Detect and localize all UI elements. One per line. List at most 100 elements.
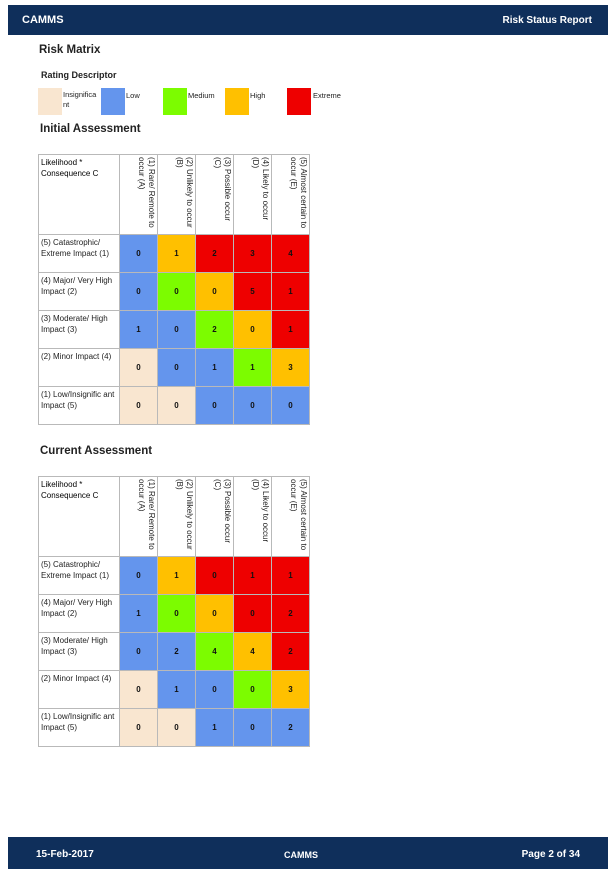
column-header: (2) Unlikely to occur (B) bbox=[157, 476, 196, 557]
row-header: (1) Low/Insignific ant Impact (5) bbox=[38, 708, 120, 747]
legend-swatch-extreme bbox=[287, 88, 311, 115]
table-row: (3) Moderate/ High Impact (3) 0 2 4 4 2 bbox=[38, 632, 310, 671]
matrix-cell: 0 bbox=[119, 632, 158, 671]
matrix-cell: 0 bbox=[233, 670, 272, 709]
matrix-cell: 3 bbox=[233, 234, 272, 273]
legend-swatch-low bbox=[101, 88, 125, 115]
matrix-cell: 0 bbox=[157, 594, 196, 633]
matrix-cell: 1 bbox=[271, 310, 310, 349]
matrix-cell: 2 bbox=[195, 234, 234, 273]
matrix-cell: 3 bbox=[271, 348, 310, 387]
table-row: (1) Low/Insignific ant Impact (5) 0 0 1 … bbox=[38, 708, 310, 747]
matrix-cell: 0 bbox=[157, 708, 196, 747]
report-title: Risk Status Report bbox=[502, 15, 592, 26]
matrix-cell: 0 bbox=[119, 556, 158, 595]
matrix-cell: 1 bbox=[233, 556, 272, 595]
row-header: (5) Catastrophic/ Extreme Impact (1) bbox=[38, 234, 120, 273]
matrix-cell: 0 bbox=[195, 556, 234, 595]
matrix-cell: 0 bbox=[233, 310, 272, 349]
row-header: (4) Major/ Very High Impact (2) bbox=[38, 272, 120, 311]
row-header: (2) Minor Impact (4) bbox=[38, 670, 120, 709]
row-header: (5) Catastrophic/ Extreme Impact (1) bbox=[38, 556, 120, 595]
matrix-cell: 0 bbox=[233, 708, 272, 747]
matrix-cell: 0 bbox=[119, 348, 158, 387]
legend-swatch-insignificant bbox=[38, 88, 62, 115]
matrix-cell: 1 bbox=[157, 670, 196, 709]
legend-label-medium: Medium bbox=[188, 91, 215, 100]
row-header: (1) Low/Insignific ant Impact (5) bbox=[38, 386, 120, 425]
table-row: (3) Moderate/ High Impact (3) 1 0 2 0 1 bbox=[38, 310, 310, 349]
matrix-cell: 2 bbox=[271, 708, 310, 747]
matrix-cell: 1 bbox=[195, 348, 234, 387]
column-header: (5) Almost certain to occur (E) bbox=[271, 154, 310, 235]
page-number: Page 2 of 34 bbox=[521, 849, 580, 860]
matrix-cell: 1 bbox=[271, 272, 310, 311]
table-row: (2) Minor Impact (4) 0 0 1 1 3 bbox=[38, 348, 310, 387]
legend-label-high: High bbox=[250, 91, 266, 100]
row-header: (3) Moderate/ High Impact (3) bbox=[38, 310, 120, 349]
matrix-cell: 0 bbox=[195, 594, 234, 633]
row-header: (2) Minor Impact (4) bbox=[38, 348, 120, 387]
legend-label-extreme: Extreme bbox=[313, 91, 341, 100]
section-title: Risk Matrix bbox=[39, 44, 101, 56]
header-brand: CAMMS bbox=[22, 14, 64, 26]
matrix-cell: 0 bbox=[157, 272, 196, 311]
matrix-cell: 1 bbox=[195, 708, 234, 747]
table-row: (4) Major/ Very High Impact (2) 1 0 0 0 … bbox=[38, 594, 310, 633]
legend-swatch-medium bbox=[163, 88, 187, 115]
report-header: CAMMS Risk Status Report bbox=[8, 5, 608, 35]
matrix-cell: 0 bbox=[157, 386, 196, 425]
table-row: (5) Catastrophic/ Extreme Impact (1) 0 1… bbox=[38, 556, 310, 595]
matrix-cell: 3 bbox=[271, 670, 310, 709]
footer-date: 15-Feb-2017 bbox=[36, 849, 94, 860]
matrix-cell: 2 bbox=[271, 632, 310, 671]
report-footer: 15-Feb-2017 CAMMS Page 2 of 34 bbox=[8, 837, 608, 869]
matrix-cell: 2 bbox=[271, 594, 310, 633]
legend-swatch-high bbox=[225, 88, 249, 115]
matrix-cell: 4 bbox=[233, 632, 272, 671]
column-header: (4) Likely to occur (D) bbox=[233, 476, 272, 557]
matrix-cell: 5 bbox=[233, 272, 272, 311]
matrix-cell: 0 bbox=[233, 594, 272, 633]
matrix-cell: 1 bbox=[233, 348, 272, 387]
current-risk-matrix: Likelihood * Consequence C (1) Rare/ Rem… bbox=[38, 476, 310, 747]
table-row: (1) Low/Insignific ant Impact (5) 0 0 0 … bbox=[38, 386, 310, 425]
column-header: (1) Rare/ Remote to occur (A) bbox=[119, 154, 158, 235]
table-row: (5) Catastrophic/ Extreme Impact (1) 0 1… bbox=[38, 234, 310, 273]
matrix-cell: 1 bbox=[157, 556, 196, 595]
matrix-cell: 0 bbox=[119, 708, 158, 747]
matrix-cell: 1 bbox=[157, 234, 196, 273]
column-header: (5) Almost certain to occur (E) bbox=[271, 476, 310, 557]
matrix-cell: 0 bbox=[119, 386, 158, 425]
matrix-cell: 0 bbox=[119, 272, 158, 311]
matrix-corner-label: Likelihood * Consequence C bbox=[38, 154, 120, 235]
matrix-corner-label: Likelihood * Consequence C bbox=[38, 476, 120, 557]
matrix-cell: 0 bbox=[271, 386, 310, 425]
current-assessment-title: Current Assessment bbox=[40, 445, 153, 457]
initial-risk-matrix: Likelihood * Consequence C (1) Rare/ Rem… bbox=[38, 154, 310, 425]
table-row: (4) Major/ Very High Impact (2) 0 0 0 5 … bbox=[38, 272, 310, 311]
row-header: (4) Major/ Very High Impact (2) bbox=[38, 594, 120, 633]
legend-label-low: Low bbox=[126, 91, 140, 100]
legend-label-insignificant: Insignifica nt bbox=[63, 90, 97, 109]
matrix-cell: 0 bbox=[157, 348, 196, 387]
column-header: (1) Rare/ Remote to occur (A) bbox=[119, 476, 158, 557]
row-header: (3) Moderate/ High Impact (3) bbox=[38, 632, 120, 671]
column-header: (3) Possible occur (C) bbox=[195, 476, 234, 557]
matrix-cell: 0 bbox=[195, 670, 234, 709]
footer-brand: CAMMS bbox=[284, 850, 318, 860]
table-row: (2) Minor Impact (4) 0 1 0 0 3 bbox=[38, 670, 310, 709]
column-header: (3) Possible occur (C) bbox=[195, 154, 234, 235]
matrix-cell: 1 bbox=[271, 556, 310, 595]
matrix-cell: 4 bbox=[195, 632, 234, 671]
rating-descriptor-label: Rating Descriptor bbox=[41, 70, 117, 80]
matrix-cell: 2 bbox=[157, 632, 196, 671]
matrix-cell: 0 bbox=[195, 386, 234, 425]
matrix-cell: 0 bbox=[119, 670, 158, 709]
matrix-cell: 0 bbox=[195, 272, 234, 311]
initial-assessment-title: Initial Assessment bbox=[40, 123, 141, 135]
matrix-cell: 1 bbox=[119, 310, 158, 349]
matrix-cell: 0 bbox=[119, 234, 158, 273]
matrix-cell: 0 bbox=[157, 310, 196, 349]
column-header: (2) Unlikely to occur (B) bbox=[157, 154, 196, 235]
